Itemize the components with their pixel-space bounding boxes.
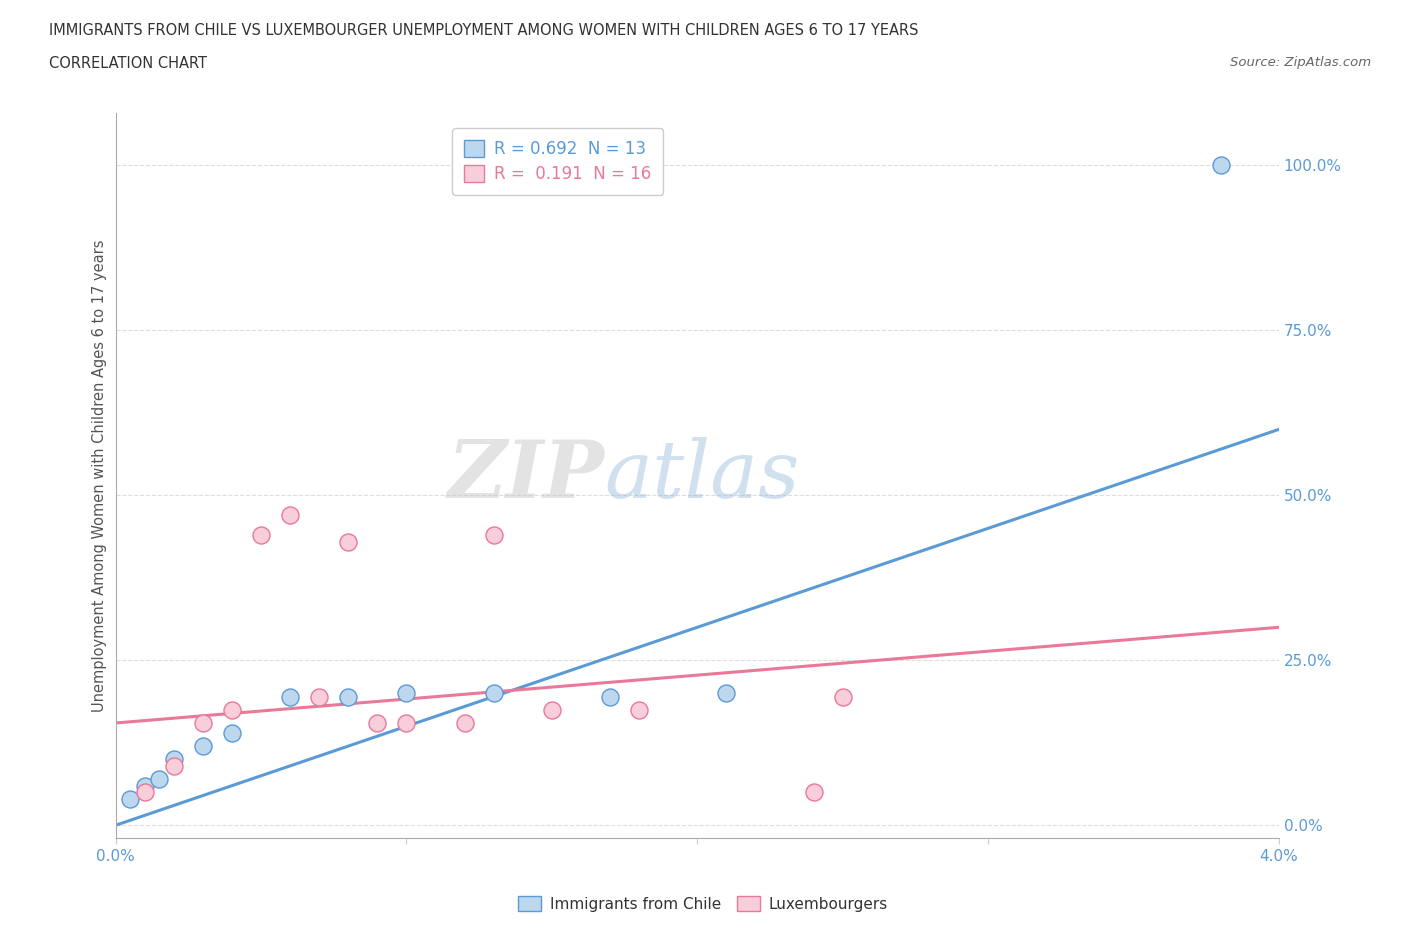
Point	[134, 785, 156, 800]
Point	[599, 689, 621, 704]
Point	[163, 751, 186, 766]
Point	[541, 702, 564, 717]
Legend: Immigrants from Chile, Luxembourgers: Immigrants from Chile, Luxembourgers	[512, 889, 894, 918]
Point	[278, 508, 301, 523]
Legend: R = 0.692  N = 13, R =  0.191  N = 16: R = 0.692 N = 13, R = 0.191 N = 16	[453, 128, 664, 194]
Point	[482, 685, 505, 700]
Text: IMMIGRANTS FROM CHILE VS LUXEMBOURGER UNEMPLOYMENT AMONG WOMEN WITH CHILDREN AGE: IMMIGRANTS FROM CHILE VS LUXEMBOURGER UN…	[49, 23, 918, 38]
Point	[337, 689, 360, 704]
Text: Source: ZipAtlas.com: Source: ZipAtlas.com	[1230, 56, 1371, 69]
Point	[308, 689, 330, 704]
Point	[453, 715, 475, 730]
Point	[221, 702, 243, 717]
Text: atlas: atlas	[605, 437, 800, 514]
Point	[1209, 158, 1232, 173]
Point	[148, 772, 170, 787]
Point	[628, 702, 651, 717]
Point	[482, 527, 505, 542]
Point	[803, 785, 825, 800]
Point	[716, 685, 738, 700]
Point	[134, 778, 156, 793]
Point	[395, 685, 418, 700]
Point	[120, 791, 142, 806]
Point	[191, 715, 214, 730]
Point	[163, 759, 186, 774]
Point	[366, 715, 388, 730]
Text: ZIP: ZIP	[447, 437, 605, 514]
Point	[395, 715, 418, 730]
Point	[250, 527, 273, 542]
Point	[221, 725, 243, 740]
Point	[337, 534, 360, 549]
Point	[278, 689, 301, 704]
Y-axis label: Unemployment Among Women with Children Ages 6 to 17 years: Unemployment Among Women with Children A…	[93, 239, 107, 711]
Text: CORRELATION CHART: CORRELATION CHART	[49, 56, 207, 71]
Point	[191, 738, 214, 753]
Point	[831, 689, 853, 704]
